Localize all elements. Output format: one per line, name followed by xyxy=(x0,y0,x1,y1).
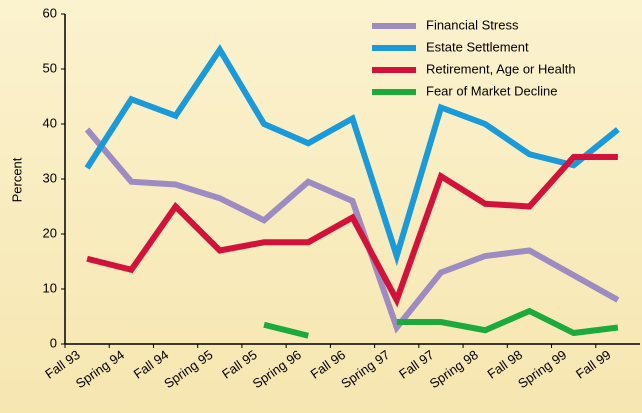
y-axis-label: Percent xyxy=(9,157,24,202)
legend-swatch xyxy=(372,89,416,95)
x-tick-label: Spring 94 xyxy=(73,347,127,391)
legend-label: Fear of Market Decline xyxy=(426,83,558,98)
legend-label: Retirement, Age or Health xyxy=(426,61,576,76)
x-tick-label: Spring 96 xyxy=(250,347,304,391)
y-tick-label: 40 xyxy=(43,115,57,130)
y-tick-label: 50 xyxy=(43,60,57,75)
y-tick-label: 60 xyxy=(43,5,57,20)
legend-swatch xyxy=(372,67,416,73)
y-tick-label: 10 xyxy=(43,280,57,295)
x-tick-label: Spring 98 xyxy=(427,347,481,391)
series-line xyxy=(86,154,618,308)
x-tick-label: Fall 99 xyxy=(573,347,614,382)
legend-label: Financial Stress xyxy=(426,17,519,32)
series-line xyxy=(84,127,620,334)
legend-label: Estate Settlement xyxy=(426,39,529,54)
x-tick-label: Spring 97 xyxy=(338,347,392,391)
y-tick-label: 30 xyxy=(43,170,57,185)
series-line xyxy=(84,44,620,267)
series-line xyxy=(263,307,619,339)
legend-swatch xyxy=(372,45,416,51)
x-tick-label: Spring 99 xyxy=(515,347,569,391)
x-tick-label: Spring 95 xyxy=(161,347,215,391)
y-tick-label: 0 xyxy=(50,335,57,350)
y-tick-label: 20 xyxy=(43,225,57,240)
legend-swatch xyxy=(372,23,416,29)
